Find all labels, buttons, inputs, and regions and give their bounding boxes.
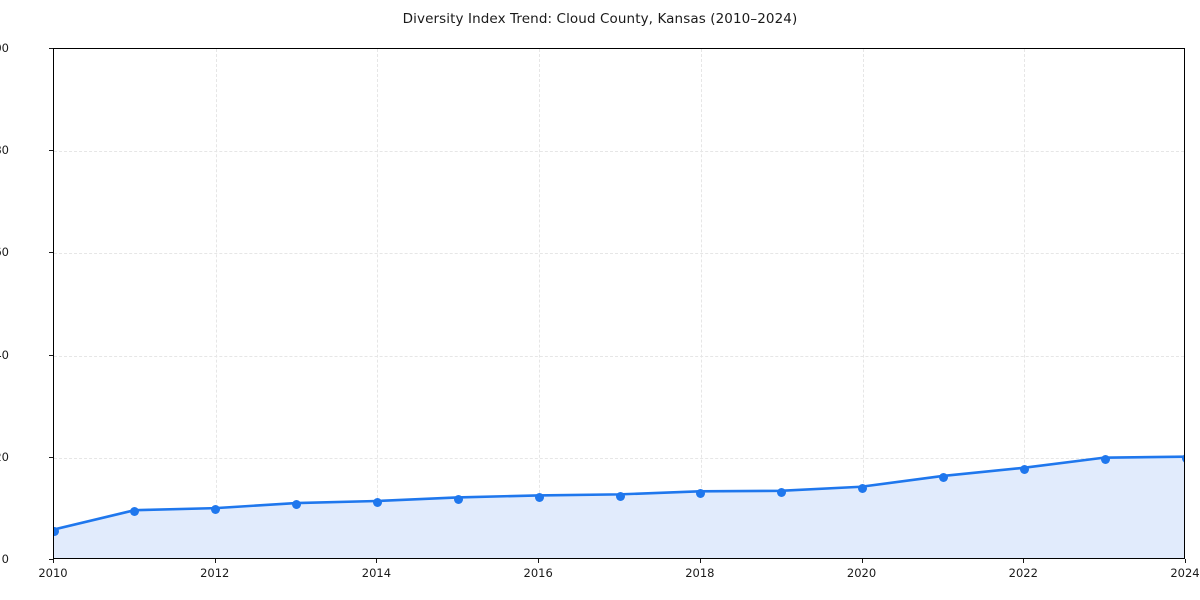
gridline-vertical <box>700 49 702 558</box>
x-axis-tick-mark <box>538 559 540 563</box>
x-axis-tick-label: 2012 <box>200 566 230 580</box>
data-point-marker <box>858 483 868 493</box>
data-point-marker <box>696 488 706 498</box>
data-point-marker <box>54 526 59 536</box>
data-point-marker <box>292 500 302 510</box>
x-axis-tick-mark <box>376 559 378 563</box>
gridline-vertical <box>377 49 379 558</box>
data-point-marker <box>211 505 221 515</box>
gridline-vertical <box>1024 49 1026 558</box>
y-axis-tick-mark <box>49 456 53 458</box>
y-axis-tick-label: 40 <box>0 347 9 362</box>
x-axis-tick-mark <box>861 559 863 563</box>
data-point-marker <box>1181 453 1184 463</box>
gridline-vertical <box>215 49 217 558</box>
gridline-horizontal <box>54 457 1184 459</box>
data-point-marker <box>130 507 140 517</box>
plot-area <box>53 48 1185 559</box>
y-axis-tick-label: 80 <box>0 143 9 158</box>
y-axis-tick-mark <box>49 354 53 356</box>
y-axis-tick-label: 60 <box>0 245 9 260</box>
gridline-horizontal <box>54 151 1184 153</box>
data-point-marker <box>615 491 625 501</box>
data-point-marker <box>777 488 787 498</box>
x-axis-tick-mark <box>1023 559 1025 563</box>
data-point-marker <box>372 498 382 508</box>
chart-title: Diversity Index Trend: Cloud County, Kan… <box>402 11 798 27</box>
data-point-marker <box>1100 454 1110 464</box>
data-point-marker <box>1019 465 1029 475</box>
y-axis-tick-label: 20 <box>0 449 9 464</box>
x-axis-tick-label: 2024 <box>1170 566 1200 580</box>
x-axis-tick-mark <box>53 559 54 563</box>
gridline-horizontal <box>54 355 1184 357</box>
gridline-vertical <box>862 49 864 558</box>
series-diversity-index <box>54 455 1184 558</box>
y-axis-tick-label: 100 <box>0 41 9 55</box>
x-axis-tick-mark <box>214 559 216 563</box>
y-axis-tick-mark <box>49 252 53 254</box>
y-axis-tick-mark <box>49 150 53 152</box>
x-axis-tick-mark <box>1185 559 1186 563</box>
gridline-vertical <box>539 49 541 558</box>
x-axis-tick-label: 2016 <box>523 566 553 580</box>
y-axis-tick-mark <box>49 48 53 49</box>
gridline-horizontal <box>54 253 1184 255</box>
x-axis-tick-label: 2020 <box>846 566 877 580</box>
x-axis-tick-mark <box>699 559 701 563</box>
gridlines <box>54 49 1184 558</box>
x-axis-tick-label: 2010 <box>38 566 68 580</box>
data-point-marker <box>534 492 544 502</box>
y-axis-tick-mark <box>49 559 53 560</box>
x-axis-tick-label: 2014 <box>361 566 392 580</box>
data-point-marker <box>938 473 948 483</box>
data-point-marker <box>453 494 463 504</box>
x-axis-tick-label: 2022 <box>1008 566 1038 580</box>
x-axis-tick-label: 2018 <box>685 566 715 580</box>
y-axis-tick-label: 0 <box>1 552 9 566</box>
